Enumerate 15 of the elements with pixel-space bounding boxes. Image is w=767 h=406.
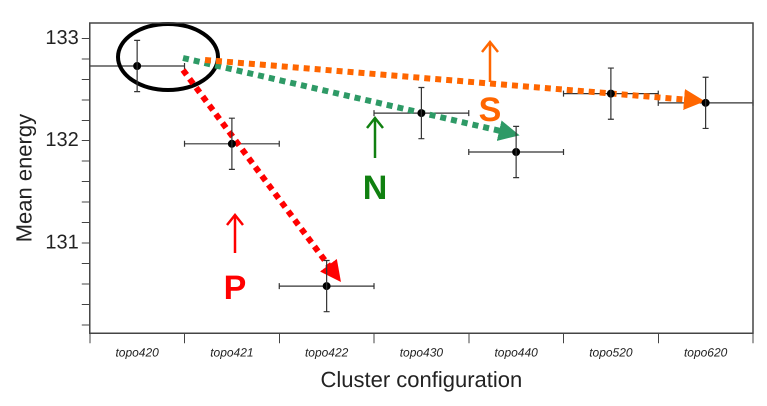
x-tick-label: topo421 [210, 346, 254, 360]
annotation: N [362, 168, 388, 207]
x-tick-label: topo430 [400, 346, 444, 360]
x-tick-label: topo520 [589, 346, 633, 360]
x-axis-title: Cluster configuration [320, 366, 522, 392]
x-tick-label: topo420 [115, 346, 160, 360]
x-tick-label: topo620 [684, 346, 728, 360]
x-tick-label: topo440 [494, 346, 538, 360]
annotation: S [478, 90, 502, 129]
y-tick-label: 131 [45, 232, 79, 254]
y-tick-label: 132 [45, 129, 79, 152]
y-axis-title: Mean energy [11, 114, 36, 242]
x-tick-label: topo422 [304, 346, 349, 360]
annotation: P [224, 268, 246, 307]
y-tick-label: 133 [45, 26, 79, 49]
